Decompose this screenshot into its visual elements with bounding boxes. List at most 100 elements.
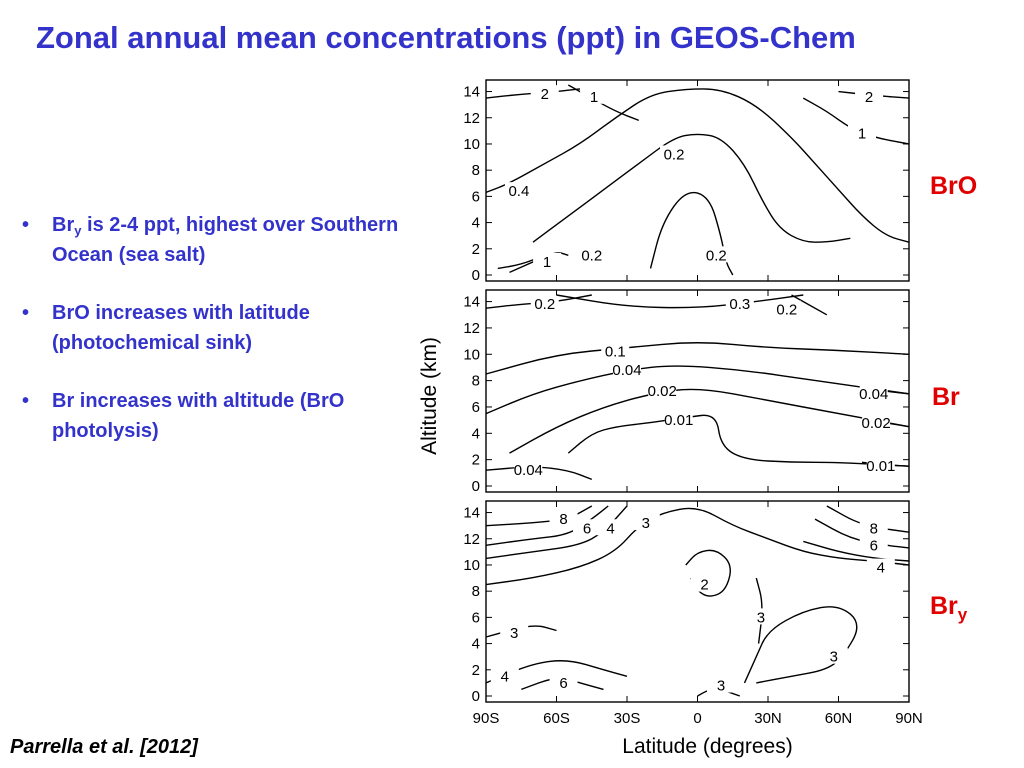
- y-tick-label: 14: [463, 84, 480, 101]
- contour-label-bg: [504, 182, 533, 199]
- contour-label-bg: [660, 145, 688, 162]
- contour-label-bg: [648, 382, 677, 399]
- contour-label: 0.4: [508, 183, 529, 200]
- contour-label-bg: [596, 519, 625, 536]
- contour-label-bg: [772, 300, 801, 317]
- contour-line: [803, 540, 910, 562]
- contour-label: 1: [858, 125, 866, 142]
- panel-frame-br: [485, 289, 910, 493]
- contour-label: 2: [541, 86, 549, 103]
- contour-line: [497, 254, 546, 270]
- y-tick-label: 10: [463, 557, 480, 574]
- contour-label-bg: [866, 457, 895, 474]
- contour-line: [485, 294, 592, 309]
- contour-line: [791, 294, 828, 316]
- contour-label: 0.02: [861, 415, 890, 432]
- contour-label-bg: [866, 558, 895, 575]
- contour-label: 3: [642, 515, 650, 532]
- contour-label: 0.2: [706, 247, 727, 264]
- contour-label-bg: [514, 461, 543, 478]
- contour-label: 3: [757, 609, 765, 626]
- panel-frame-bro: [485, 79, 910, 282]
- panel-label-text: Br: [930, 592, 958, 620]
- contour-label: 1: [543, 254, 551, 271]
- contour-label-bg: [490, 667, 519, 684]
- x-axis-title: Latitude (degrees): [622, 735, 792, 758]
- contour-label: 0.2: [534, 296, 555, 313]
- contour-label: 1: [590, 89, 598, 106]
- contour-label-bg: [664, 411, 693, 428]
- y-tick-label: 8: [472, 583, 480, 600]
- contour-label-bg: [631, 514, 660, 531]
- contour-label-bg: [819, 647, 848, 664]
- contour-label-bg: [859, 536, 888, 553]
- contour-label-bg: [601, 342, 630, 359]
- x-tick-label: 30N: [754, 710, 782, 727]
- contour-label: 0.04: [514, 462, 543, 479]
- contour-label: 3: [717, 678, 725, 695]
- contour-line: [509, 388, 910, 454]
- contour-label-bg: [549, 510, 578, 527]
- y-tick-label: 6: [472, 609, 480, 626]
- citation: Parrella et al. [2012]: [10, 736, 198, 758]
- contour-label: 0.3: [729, 296, 750, 313]
- slide-title: Zonal annual mean concentrations (ppt) i…: [36, 20, 856, 55]
- panel-label-bro: BrO: [930, 172, 977, 201]
- bullet-text-cont: is 2-4 ppt, highest over Southern Ocean …: [52, 214, 399, 266]
- contour-label: 2: [700, 577, 708, 594]
- y-tick-label: 6: [472, 399, 480, 416]
- contour-line: [685, 549, 731, 597]
- contour-label: 0.1: [605, 344, 626, 361]
- contour-label-bg: [613, 361, 641, 378]
- y-tick-label: 4: [472, 425, 480, 442]
- contour-label-bg: [859, 519, 888, 536]
- contour-label-bg: [707, 676, 735, 693]
- contour-label: 6: [870, 537, 878, 554]
- contour-label: 0.2: [776, 301, 797, 318]
- contour-label: 8: [559, 511, 567, 528]
- y-tick-label: 0: [472, 267, 480, 284]
- bullet-item-bro: BrO increases with latitude (photochemic…: [20, 298, 400, 358]
- contour-label: 0.02: [648, 383, 677, 400]
- contour-label-bg: [530, 295, 559, 312]
- contour-line: [485, 342, 910, 375]
- x-tick-label: 90S: [473, 710, 500, 727]
- bullet-text: Br: [52, 214, 75, 236]
- contour-label: 3: [510, 625, 518, 642]
- x-tick-label: 60N: [825, 710, 853, 727]
- contour-label: 3: [830, 649, 838, 666]
- contour-label: 0.04: [612, 362, 641, 379]
- contour-label-bg: [577, 246, 606, 263]
- contour-label-bg: [746, 608, 775, 625]
- contour-label: 4: [501, 668, 509, 685]
- contour-label-bg: [725, 295, 754, 312]
- y-tick-label: 2: [472, 452, 480, 469]
- contour-label-bg: [530, 85, 559, 102]
- contour-label-bg: [702, 246, 731, 263]
- bullet-subscript: y: [74, 223, 82, 238]
- x-tick-label: 0: [693, 710, 701, 727]
- contour-label-bg: [859, 384, 888, 401]
- x-tick-label: 60S: [543, 710, 570, 727]
- panel-label-text: Br: [932, 383, 960, 411]
- y-tick-label: 14: [463, 505, 480, 522]
- contour-line: [556, 294, 804, 309]
- contour-label: 4: [877, 560, 885, 577]
- contour-label-bg: [580, 87, 609, 104]
- contour-line: [485, 88, 910, 243]
- contour-label-bg: [500, 624, 529, 641]
- y-tick-label: 0: [472, 478, 480, 495]
- y-tick-label: 4: [472, 636, 480, 653]
- y-tick-label: 2: [472, 662, 480, 679]
- y-axis-title: Altitude (km): [418, 337, 441, 455]
- x-tick-label: 90N: [895, 710, 923, 727]
- contour-label: 0.01: [866, 458, 895, 475]
- contour-label-bg: [573, 519, 602, 536]
- contour-label-bg: [690, 575, 719, 592]
- contour-label: 4: [606, 520, 614, 537]
- y-tick-label: 12: [463, 320, 480, 337]
- contour-line: [567, 414, 910, 467]
- x-tick-label: 30S: [614, 710, 641, 727]
- y-tick-label: 2: [472, 241, 480, 258]
